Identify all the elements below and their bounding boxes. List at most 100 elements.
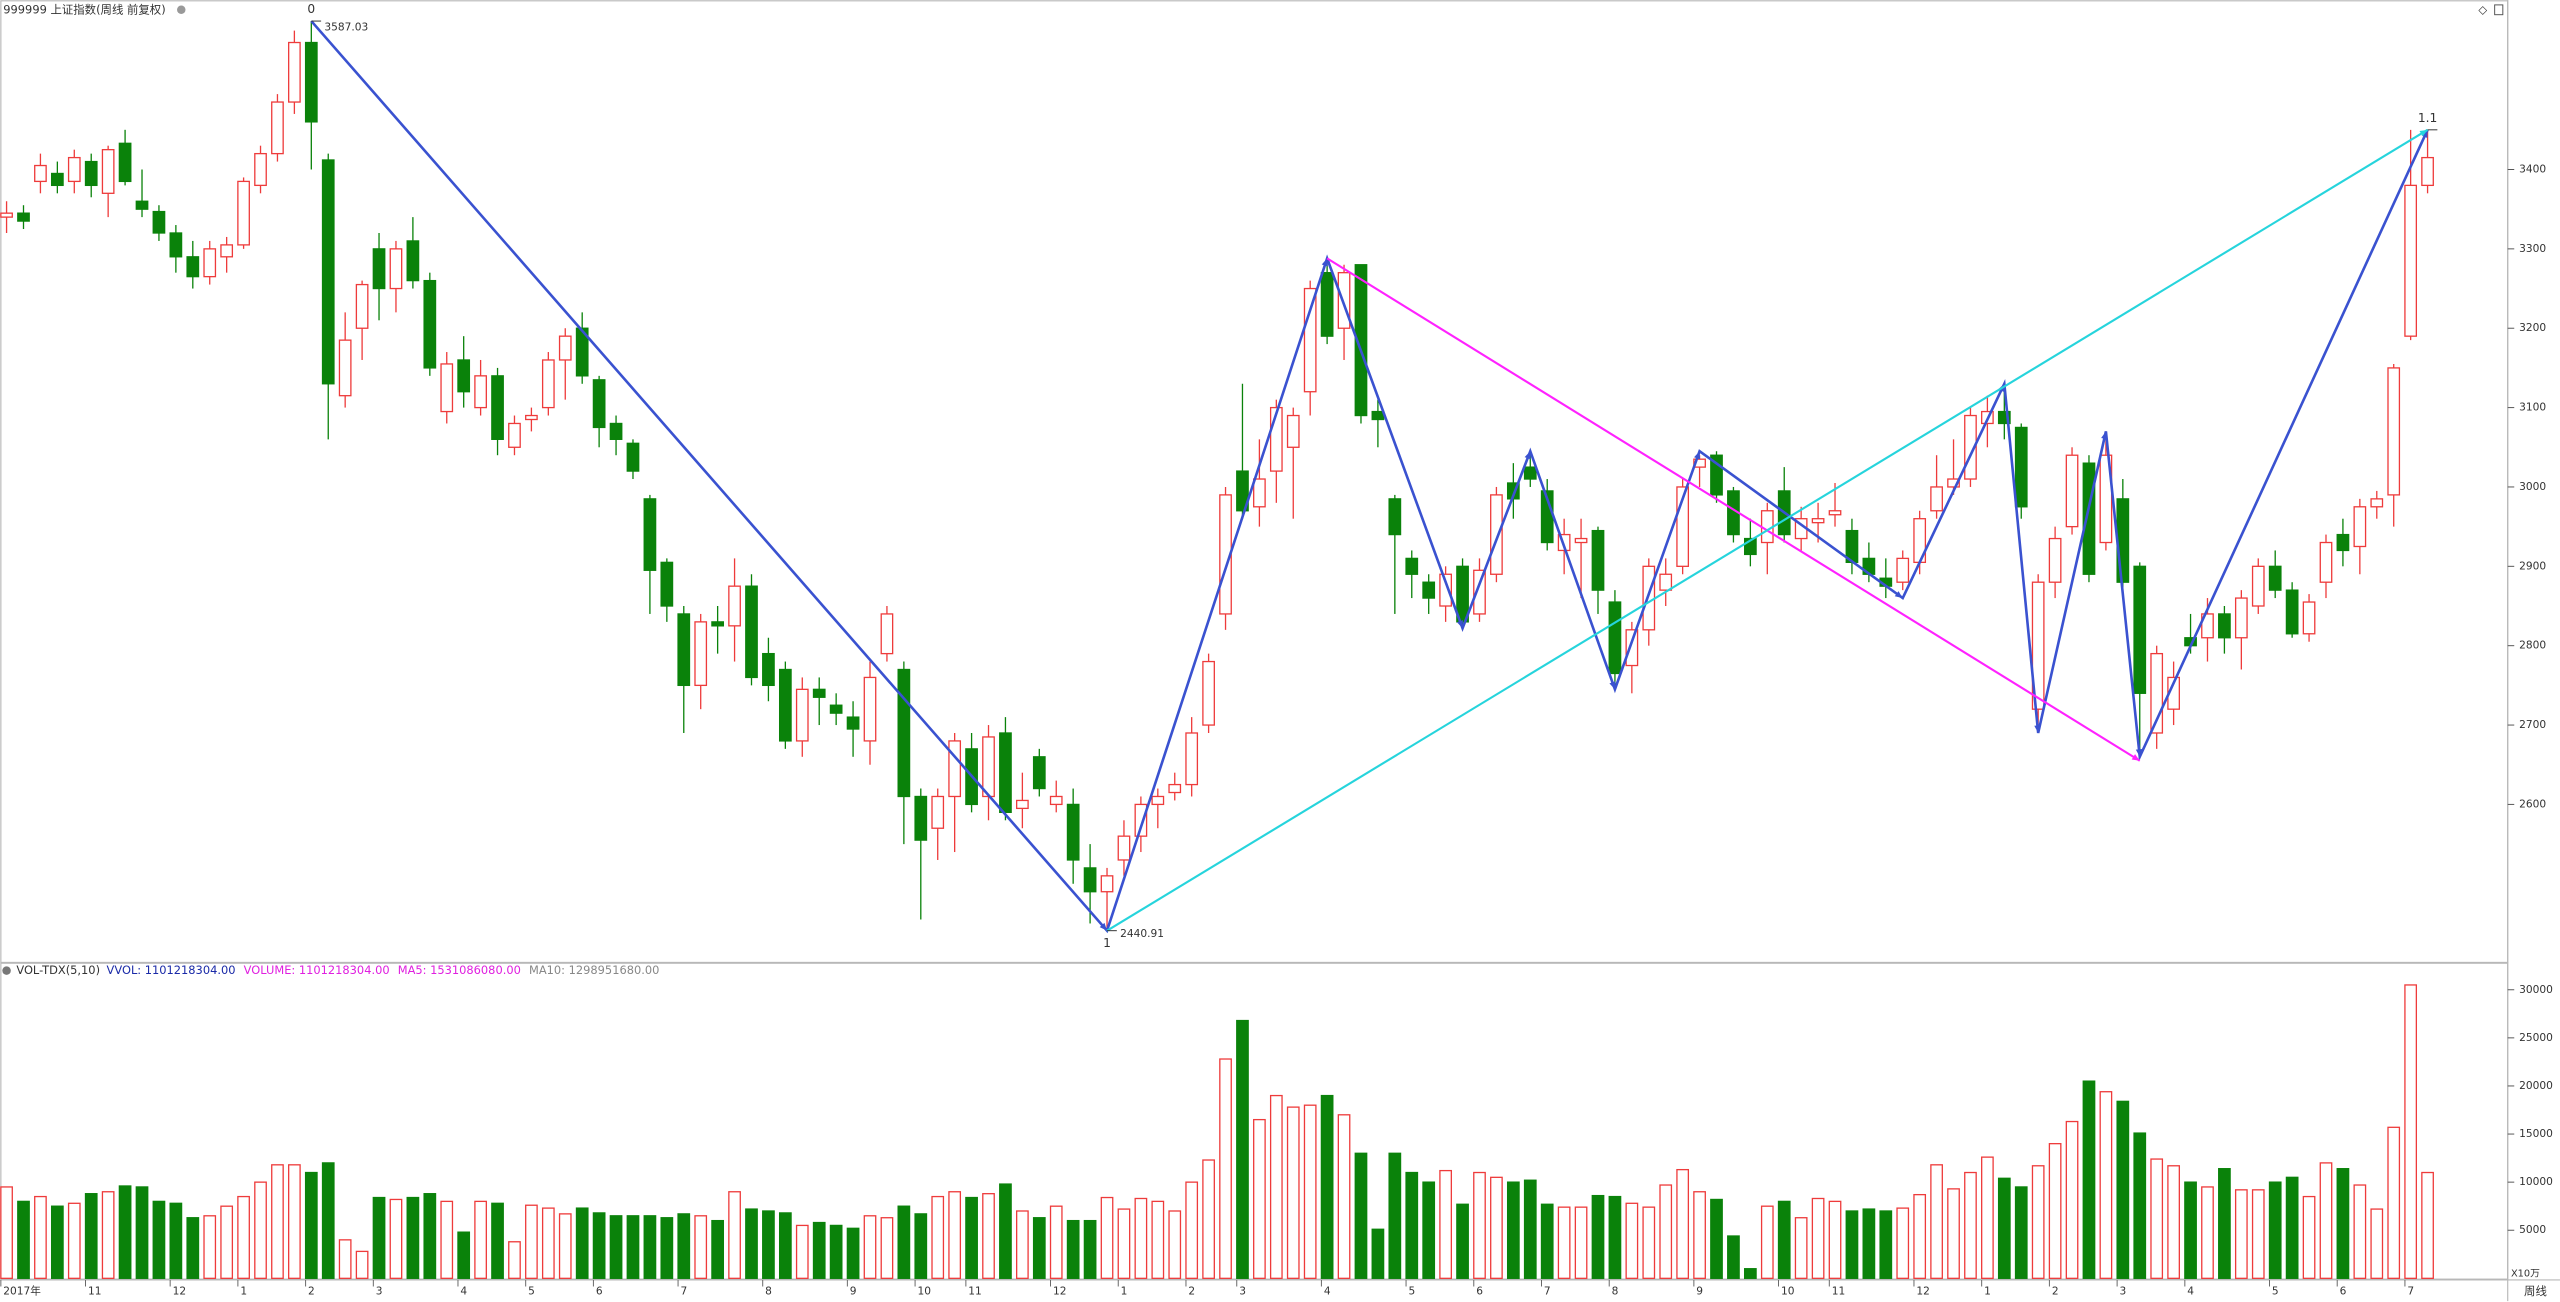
volume-bar <box>2218 1168 2231 1279</box>
volume-title: VOL-TDX(5,10) <box>16 963 100 977</box>
candle-body <box>863 676 877 742</box>
x-tick-label: 3 <box>376 1284 383 1297</box>
volume-bar <box>2302 1195 2316 1279</box>
volume-bar <box>1540 1203 1554 1279</box>
candle-body <box>203 248 217 278</box>
volume-bar <box>897 1205 911 1279</box>
volume-bar <box>1947 1188 1960 1279</box>
volume-bar <box>745 1208 758 1279</box>
candle-body <box>1185 732 1199 786</box>
volume-bar <box>575 1207 589 1279</box>
y-tick-label: 2900 <box>2519 559 2546 572</box>
candle-body <box>1490 494 1503 575</box>
candle-body <box>1710 454 1723 496</box>
candle-body <box>1896 557 1910 583</box>
window-button[interactable]: ◇ <box>2478 2 2487 16</box>
candle-body <box>2082 462 2096 575</box>
volume-bar <box>2065 1120 2079 1279</box>
volume-bar <box>2201 1186 2214 1279</box>
volume-bar <box>812 1221 826 1279</box>
volume-bar <box>1642 1206 1656 1279</box>
x-tick-label: 4 <box>1324 1284 1331 1297</box>
y-tick-label: 25000 <box>2519 1031 2553 1044</box>
candle-body <box>1574 537 1588 544</box>
x-tick-label: 1 <box>1984 1284 1991 1297</box>
volume-bar <box>203 1215 217 1279</box>
volume-bar <box>1879 1210 1893 1279</box>
candle-body <box>1997 410 2011 425</box>
candle-body <box>1286 414 1300 448</box>
candle-body <box>2404 184 2418 337</box>
candle-body <box>1405 557 1419 575</box>
volume-bar <box>1439 1169 1452 1279</box>
trend-arrow <box>1099 922 1108 931</box>
x-tick-label: 2017年 <box>3 1284 41 1297</box>
candle-body <box>1016 799 1029 810</box>
volume-bar <box>2167 1165 2180 1279</box>
volume-bar <box>1032 1217 1046 1279</box>
y-tick-label: 3400 <box>2519 162 2546 175</box>
volume-bar <box>254 1181 267 1279</box>
candle-body <box>1625 629 1639 667</box>
candle-body <box>34 164 47 183</box>
candle-body <box>1303 287 1317 393</box>
trend-arrow <box>1321 258 1328 267</box>
volume-bar <box>1710 1198 1723 1279</box>
volume-bar <box>1286 1106 1300 1279</box>
candle-body <box>2048 537 2062 583</box>
candle-body <box>1930 486 1943 512</box>
volume-bar <box>2370 1208 2384 1279</box>
x-tick-label: 9 <box>850 1284 857 1297</box>
candle-body <box>2370 498 2384 508</box>
volume-bar <box>1523 1179 1537 1279</box>
candle-body <box>2133 565 2147 694</box>
volume-bar <box>1997 1177 2011 1279</box>
candle-body <box>1320 272 1334 337</box>
candle-body <box>931 795 945 829</box>
volume-bar <box>1608 1195 1622 1279</box>
candle-body <box>592 379 606 429</box>
volume-bar <box>389 1198 403 1279</box>
x-tick-label: 6 <box>2340 1284 2347 1297</box>
volume-bar <box>778 1212 792 1279</box>
candle-body <box>84 160 98 187</box>
trend-arrow <box>2419 129 2428 137</box>
candle-body <box>914 795 928 841</box>
volume-bar <box>1016 1210 1029 1279</box>
volume-bar <box>2268 1181 2282 1279</box>
volume-bar <box>440 1200 454 1279</box>
volume-bar <box>2116 1100 2130 1279</box>
candle-body <box>1032 756 1046 790</box>
candle-body <box>1083 867 1097 893</box>
volume-bar <box>2421 1171 2434 1279</box>
candle-body <box>67 156 81 183</box>
candle-body <box>745 585 758 679</box>
candle-body <box>1947 478 1960 488</box>
title-icon[interactable] <box>177 5 186 15</box>
x-tick-label: 6 <box>596 1284 603 1297</box>
volume-bar <box>84 1193 98 1279</box>
volume-bar <box>1760 1205 1774 1279</box>
y-tick-label: 10000 <box>2519 1175 2553 1188</box>
candle-body <box>1168 783 1182 794</box>
volume-bar <box>728 1191 741 1279</box>
window-button[interactable] <box>2494 4 2504 16</box>
trend-line <box>1106 128 2429 932</box>
volume-bar <box>2184 1181 2197 1279</box>
candle-body <box>762 652 775 687</box>
volume-bar <box>863 1215 877 1279</box>
volume-bar <box>67 1202 81 1279</box>
volume-bar <box>2082 1080 2096 1279</box>
volume-bar <box>1727 1235 1740 1279</box>
candle-body <box>1608 601 1622 675</box>
volume-icon[interactable] <box>2 966 11 975</box>
annotation-mark: 1 <box>1103 936 1111 950</box>
candle-body <box>1828 510 1842 516</box>
y-tick-label: 20000 <box>2519 1079 2553 1092</box>
candle-body <box>1134 803 1148 837</box>
candle-body <box>389 248 403 290</box>
y-tick-label: 15000 <box>2519 1127 2553 1140</box>
volume-bar <box>1253 1118 1266 1279</box>
x-tick-label: 6 <box>1476 1284 1483 1297</box>
candle-body <box>220 244 234 258</box>
